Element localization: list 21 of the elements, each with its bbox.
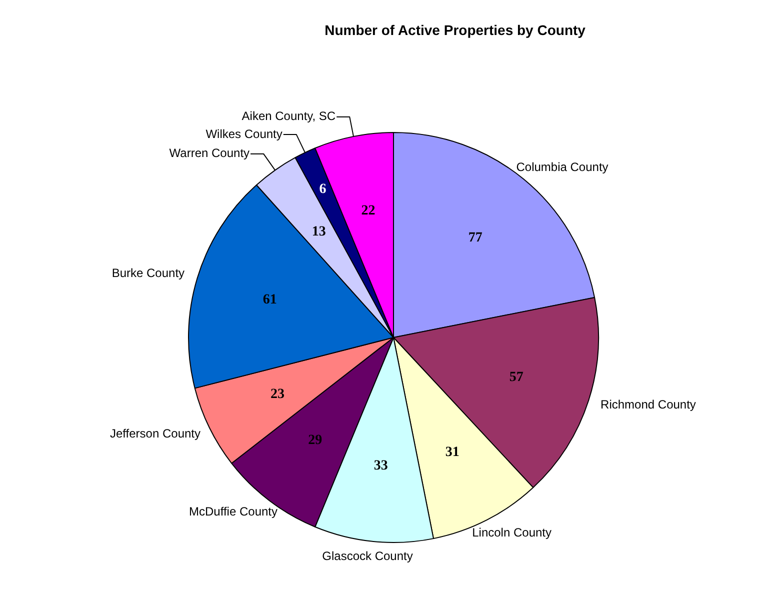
data-label: 6 [319, 182, 326, 198]
data-label: 22 [361, 203, 376, 218]
slice-label: Warren County [169, 146, 250, 160]
slice-label: Richmond County [600, 397, 696, 412]
chart-title: Number of Active Properties by County [324, 22, 586, 38]
slice-label: Jefferson County [110, 426, 201, 441]
slice-label: Columbia County [516, 160, 608, 174]
data-label: 57 [509, 370, 524, 385]
slice-label: Aiken County, SC [242, 109, 336, 124]
slice-label: Glascock County [322, 548, 413, 563]
slice-label: McDuffie County [189, 504, 278, 519]
data-label: 23 [270, 386, 284, 402]
data-label: 29 [308, 432, 322, 448]
slice-label: Wilkes County [206, 126, 282, 141]
data-label: 33 [374, 458, 388, 474]
slice-label: Lincoln County [472, 526, 552, 540]
data-label: 77 [468, 230, 482, 246]
data-label: 13 [312, 224, 326, 240]
data-label: 61 [262, 292, 277, 308]
slice-label: Burke County [112, 266, 185, 280]
data-label: 31 [445, 445, 460, 460]
